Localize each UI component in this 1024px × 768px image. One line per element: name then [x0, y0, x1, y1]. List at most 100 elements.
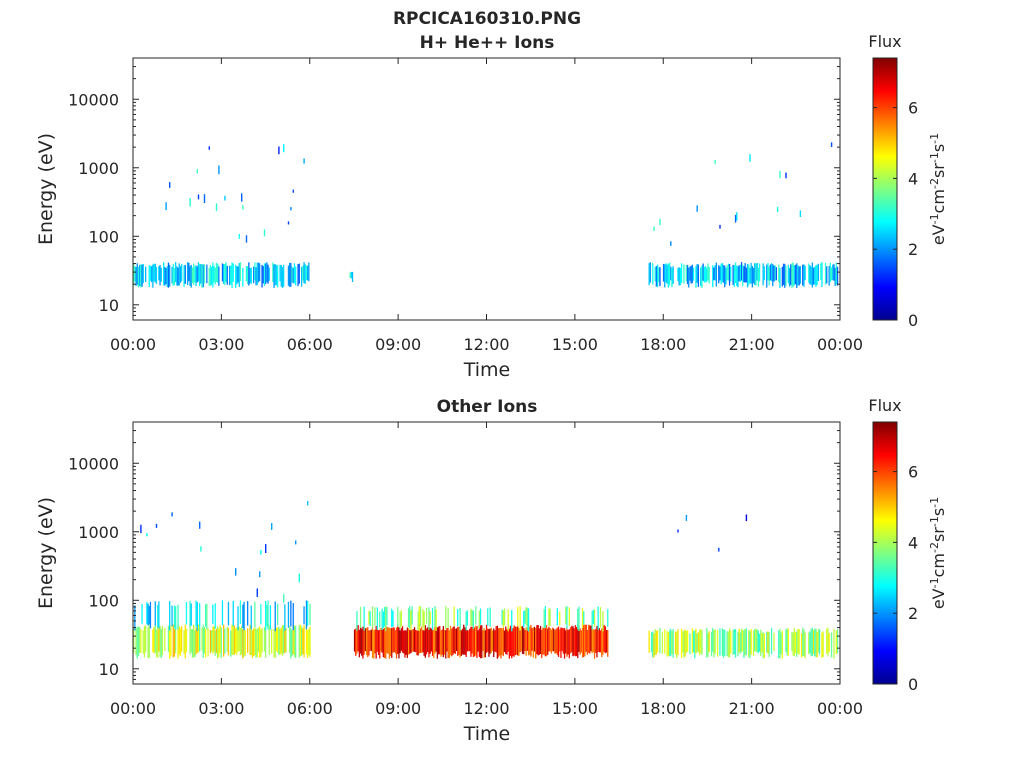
flux-sample	[519, 606, 521, 630]
flux-sample	[202, 264, 204, 288]
flux-sample	[265, 629, 267, 658]
flux-sample	[722, 629, 725, 658]
flux-sample	[809, 265, 811, 285]
flux-sample	[779, 628, 781, 659]
flux-sample	[718, 547, 720, 552]
flux-sample	[507, 609, 509, 632]
flux-sample	[815, 628, 817, 657]
flux-sample	[269, 605, 272, 630]
flux-sample	[231, 624, 233, 655]
flux-sample	[137, 266, 140, 288]
flux-sample	[767, 263, 769, 281]
flux-sample	[665, 263, 667, 283]
x-tick-label: 12:00	[463, 335, 509, 354]
flux-sample	[661, 631, 663, 654]
flux-sample	[578, 626, 580, 652]
flux-sample	[350, 271, 352, 279]
flux-sample	[476, 626, 478, 658]
x-tick-label: 09:00	[375, 335, 421, 354]
flux-sample	[309, 626, 311, 657]
flux-sample	[496, 625, 498, 659]
flux-sample	[674, 631, 677, 655]
flux-sample	[419, 628, 422, 653]
flux-sample	[295, 540, 297, 545]
flux-sample	[175, 625, 177, 654]
flux-sample	[811, 627, 813, 656]
flux-sample	[566, 627, 568, 657]
flux-sample	[177, 625, 179, 659]
flux-sample	[379, 629, 381, 659]
flux-region	[140, 501, 309, 603]
flux-sample	[577, 624, 579, 659]
y-axis-label: Energy (eV)	[35, 497, 57, 609]
flux-sample	[781, 266, 783, 287]
flux-region	[356, 605, 609, 632]
flux-sample	[219, 625, 221, 654]
flux-sample	[738, 629, 740, 653]
flux-sample	[779, 267, 781, 288]
flux-sample	[754, 263, 756, 285]
flux-sample	[708, 631, 710, 653]
flux-sample	[466, 630, 468, 652]
flux-sample	[511, 610, 513, 632]
flux-sample	[249, 625, 251, 656]
flux-sample	[428, 607, 430, 630]
panel-title: H+ He++ Ions	[420, 33, 555, 53]
flux-sample	[733, 265, 735, 287]
flux-sample	[818, 629, 821, 655]
flux-sample	[591, 610, 593, 630]
flux-sample	[211, 266, 213, 285]
flux-sample	[489, 628, 491, 654]
flux-sample	[697, 632, 699, 652]
flux-sample	[242, 267, 244, 287]
unit-ev: eV	[929, 224, 948, 245]
flux-sample	[199, 626, 201, 652]
flux-sample	[369, 630, 371, 651]
flux-sample	[745, 267, 747, 283]
flux-sample	[212, 262, 214, 288]
flux-sample	[524, 610, 526, 624]
flux-sample	[304, 264, 306, 284]
flux-sample	[768, 266, 770, 286]
flux-sample	[226, 626, 228, 652]
flux-sample	[243, 626, 245, 657]
flux-sample	[457, 626, 459, 656]
flux-sample	[667, 263, 669, 288]
flux-sample	[694, 630, 696, 659]
flux-sample	[782, 263, 785, 285]
flux-sample	[719, 266, 721, 281]
flux-sample	[375, 626, 377, 659]
flux-sample	[730, 630, 732, 654]
flux-sample	[248, 262, 250, 286]
flux-sample	[586, 630, 588, 655]
colorbar-tick-label: 2	[908, 604, 918, 623]
flux-sample	[509, 625, 512, 656]
flux-sample	[701, 265, 703, 288]
flux-sample	[719, 224, 721, 229]
flux-sample	[143, 625, 146, 658]
flux-sample	[400, 628, 402, 651]
flux-sample	[482, 630, 484, 651]
flux-sample	[392, 610, 394, 627]
flux-sample	[443, 629, 446, 655]
flux-sample	[835, 630, 837, 655]
flux-sample	[293, 263, 296, 284]
x-tick-label: 09:00	[375, 699, 421, 718]
flux-sample	[238, 263, 240, 287]
flux-sample	[184, 624, 186, 659]
flux-sample	[715, 262, 717, 287]
flux-sample	[524, 630, 526, 651]
flux-sample	[465, 628, 467, 657]
flux-sample	[707, 263, 709, 281]
flux-sample	[750, 629, 752, 655]
flux-sample	[791, 632, 793, 651]
flux-sample	[424, 625, 426, 658]
flux-sample	[792, 632, 794, 656]
flux-sample	[196, 266, 198, 283]
flux-sample	[659, 267, 661, 287]
flux-sample	[422, 630, 424, 653]
flux-sample	[395, 627, 398, 659]
flux-sample	[826, 266, 828, 284]
flux-sample	[487, 608, 489, 626]
flux-sample	[134, 605, 136, 631]
